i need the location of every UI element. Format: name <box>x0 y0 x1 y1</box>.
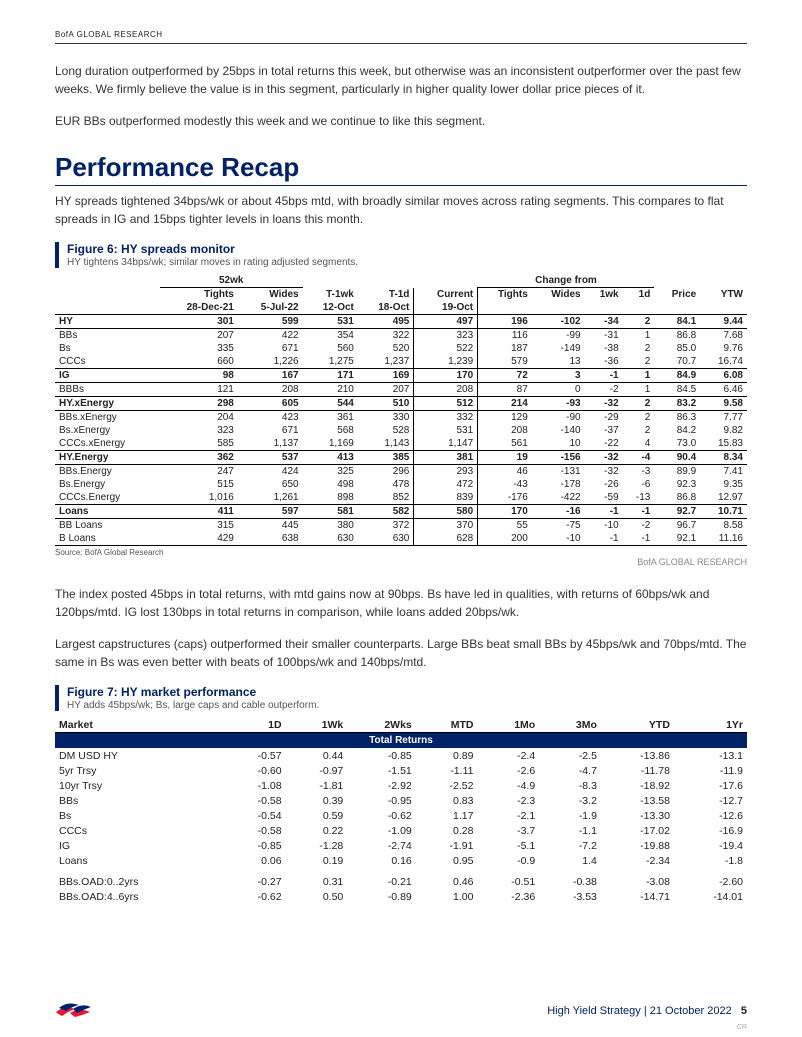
spreads-group-header: HY301599531495497196-102-34284.19.44 <box>55 315 747 329</box>
figure-6-source: Source: BofA Global Research <box>55 548 747 557</box>
cr-mark: CR <box>737 1024 747 1031</box>
perf-row: BBs-0.580.39-0.950.83-2.3-3.2-13.58-12.7 <box>55 793 747 808</box>
bofa-logo-icon <box>55 999 91 1017</box>
spreads-group-header: HY.xEnergy298605544510512214-93-32283.29… <box>55 397 747 411</box>
footer-text: High Yield Strategy | 21 October 2022 5 <box>547 1005 747 1017</box>
spreads-row: CCCs.Energy1,0161,261898852839-176-422-5… <box>55 491 747 505</box>
spreads-group-header: Loans411597581582580170-16-1-192.710.71 <box>55 505 747 519</box>
spreads-row: BBBs121208210207208870-2184.56.46 <box>55 383 747 397</box>
spreads-row: BBs207422354322323116-99-31186.87.68 <box>55 329 747 343</box>
spreads-row: Bs335671560520522187-149-38285.09.76 <box>55 342 747 355</box>
perf-row: 10yr Trsy-1.08-1.81-2.92-2.52-4.9-8.3-18… <box>55 778 747 793</box>
spreads-row: Bs.xEnergy323671568528531208-140-37284.2… <box>55 424 747 437</box>
spreads-row: Bs.Energy515650498478472-43-178-26-692.3… <box>55 478 747 491</box>
figure-7-subtitle: HY adds 45bps/wk; Bs, large caps and cab… <box>67 700 747 711</box>
intro-paragraph-1: Long duration outperformed by 25bps in t… <box>55 62 747 98</box>
section-lead: HY spreads tightened 34bps/wk or about 4… <box>55 192 747 228</box>
spreads-row: CCCs.xEnergy5851,1371,1691,1431,14756110… <box>55 437 747 451</box>
figure-7-header: Figure 7: HY market performance HY adds … <box>55 685 747 711</box>
perf-row: IG-0.85-1.28-2.74-1.91-5.1-7.2-19.88-19.… <box>55 838 747 853</box>
page-footer: High Yield Strategy | 21 October 2022 5 <box>55 999 747 1017</box>
perf-row: DM USD HY-0.570.44-0.850.89-2.4-2.5-13.8… <box>55 748 747 763</box>
total-returns-header: Total Returns <box>55 733 747 749</box>
perf-row: Bs-0.540.59-0.621.17-2.1-1.9-13.30-12.6 <box>55 808 747 823</box>
spreads-table: 52wk Change from Tights Wides T-1wk T-1d… <box>55 274 747 546</box>
section-title: Performance Recap <box>55 152 747 186</box>
col-change-from: Change from <box>478 274 655 288</box>
header-brand: BofA GLOBAL RESEARCH <box>55 30 747 44</box>
figure-6-attrib: BofA GLOBAL RESEARCH <box>55 557 747 567</box>
figure-6-title: Figure 6: HY spreads monitor <box>67 242 747 256</box>
perf-row: 5yr Trsy-0.60-0.97-1.51-1.11-2.6-4.7-11.… <box>55 763 747 778</box>
spreads-row: BBs.Energy24742432529629346-131-32-389.9… <box>55 465 747 479</box>
spreads-row: CCCs6601,2261,2751,2371,23957913-36270.7… <box>55 355 747 369</box>
performance-table: Market1D1Wk2WksMTD1Mo3MoYTD1Yr Total Ret… <box>55 717 747 904</box>
mid-paragraph-2: Largest capstructures (caps) outperforme… <box>55 635 747 671</box>
figure-7-title: Figure 7: HY market performance <box>67 685 747 699</box>
perf-row: BBs.OAD:4..6yrs-0.620.50-0.891.00-2.36-3… <box>55 889 747 904</box>
spreads-row: B Loans429638630630628200-10-1-192.111.1… <box>55 532 747 546</box>
perf-row: Loans0.060.190.160.95-0.91.4-2.34-1.8 <box>55 853 747 868</box>
page: BofA GLOBAL RESEARCH Long duration outpe… <box>0 0 802 1037</box>
figure-6-subtitle: HY tightens 34bps/wk; similar moves in r… <box>67 257 747 268</box>
mid-paragraph-1: The index posted 45bps in total returns,… <box>55 585 747 621</box>
figure-6-header: Figure 6: HY spreads monitor HY tightens… <box>55 242 747 268</box>
spreads-group-header: HY.Energy36253741338538119-156-32-490.48… <box>55 451 747 465</box>
spreads-row: BB Loans31544538037237055-75-10-296.78.5… <box>55 519 747 533</box>
spreads-group-header: IG98167171169170723-1184.96.08 <box>55 369 747 383</box>
intro-paragraph-2: EUR BBs outperformed modestly this week … <box>55 112 747 130</box>
col-52wk: 52wk <box>160 274 303 288</box>
perf-row: BBs.OAD:0..2yrs-0.270.31-0.210.46-0.51-0… <box>55 874 747 889</box>
perf-row: CCCs-0.580.22-1.090.28-3.7-1.1-17.02-16.… <box>55 823 747 838</box>
spreads-row: BBs.xEnergy204423361330332129-90-29286.3… <box>55 411 747 425</box>
